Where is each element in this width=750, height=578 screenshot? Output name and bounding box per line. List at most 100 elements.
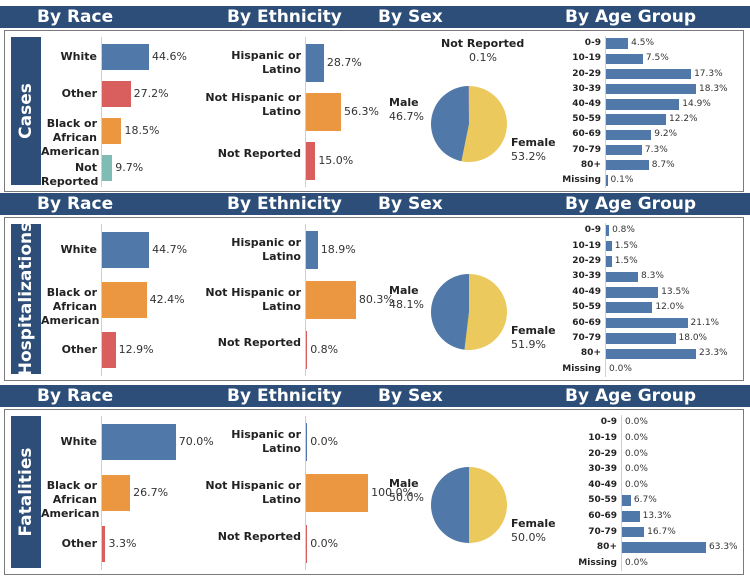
age-bar <box>606 271 639 283</box>
race-value-label: 9.7% <box>115 160 144 174</box>
race-axis <box>101 416 102 570</box>
ethnicity-label: Not Hispanic or Latino <box>205 286 301 313</box>
age-value-label: 0.0% <box>609 363 632 374</box>
race-bar <box>102 332 116 368</box>
age-value-label: 8.7% <box>651 159 675 170</box>
age-value-label: 0.0% <box>625 479 648 490</box>
sex-value-label: 48.1% <box>389 298 424 311</box>
race-label: White <box>60 49 97 63</box>
race-label: Not Reported <box>41 160 99 188</box>
age-bar <box>606 240 612 252</box>
header-race: By Race <box>37 194 114 214</box>
sex-pie-slice <box>469 467 507 543</box>
age-axis <box>605 223 606 377</box>
sex-label: Male <box>389 96 419 109</box>
ethnicity-bar <box>306 281 356 319</box>
ethnicity-label: Hispanic or Latino <box>231 428 301 456</box>
sex-value-label: 46.7% <box>389 110 424 123</box>
section-title-bar: Hospitalizations <box>11 222 41 376</box>
race-label: Other <box>61 343 97 356</box>
sex-label: Female <box>511 136 556 149</box>
race-label: Black or African American <box>41 479 100 520</box>
race-bar <box>102 80 131 107</box>
age-label: 30-39 <box>588 464 617 475</box>
age-label: 20-29 <box>572 256 601 266</box>
section-title: Cases <box>16 83 36 139</box>
ethnicity-value-label: 56.3% <box>344 105 379 118</box>
race-bar <box>102 525 106 562</box>
sex-pie-chart <box>431 274 508 350</box>
race-value-label: 42.4% <box>149 293 185 306</box>
header-ethnicity: By Ethnicity <box>227 194 342 214</box>
sex-value-label: 50.0% <box>389 491 424 504</box>
race-value-label: 70.0% <box>178 435 214 449</box>
section-title-bar: Cases <box>11 37 41 185</box>
age-value-label: 14.9% <box>682 98 711 109</box>
age-bar <box>606 175 608 186</box>
section-fatalities: By Race By Ethnicity By Sex By Age Group Fat… <box>0 385 750 578</box>
race-axis <box>101 37 102 187</box>
sex-label: Female <box>511 517 556 530</box>
section-header: By Race By Ethnicity By Sex By Age Group <box>0 385 750 407</box>
age-value-label: 0.0% <box>625 557 648 568</box>
age-bar <box>606 68 692 80</box>
ethnicity-value-label: 0.8% <box>310 343 339 356</box>
age-label: 60-69 <box>572 317 601 328</box>
age-label: 0-9 <box>600 417 617 428</box>
race-value-label: 44.6% <box>152 49 187 63</box>
age-label: 10-19 <box>572 240 601 251</box>
race-label: Black or African American <box>41 116 100 158</box>
ethnicity-bar <box>306 474 369 512</box>
race-bar <box>102 282 147 318</box>
race-value-label: 12.9% <box>118 343 154 356</box>
age-label: 0-9 <box>584 38 601 49</box>
race-value-label: 3.3% <box>108 536 137 550</box>
section-hospitalizations: By Race By Ethnicity By Sex By Age Group Hos… <box>0 193 750 385</box>
section-title: Fatalities <box>16 447 36 537</box>
age-value-label: 12.0% <box>655 302 684 313</box>
age-label: 60-69 <box>588 510 617 521</box>
ethnicity-axis <box>305 416 306 570</box>
age-label: 80+ <box>580 348 601 359</box>
age-label: 10-19 <box>572 53 601 64</box>
age-bar <box>606 225 610 236</box>
header-race: By Race <box>37 386 114 406</box>
age-value-label: 1.5% <box>614 256 638 266</box>
sex-value-label: 50.0% <box>511 531 546 544</box>
age-label: 70-79 <box>572 333 601 343</box>
age-label: 10-19 <box>588 432 617 443</box>
race-bar <box>102 475 131 511</box>
ethnicity-value-label: 0.0% <box>310 536 339 550</box>
ethnicity-bar <box>306 43 324 82</box>
age-label: 30-39 <box>572 83 601 94</box>
race-bar <box>102 232 150 268</box>
age-bar <box>622 511 640 522</box>
age-axis <box>621 415 622 571</box>
header-sex: By Sex <box>378 7 443 27</box>
age-value-label: 9.2% <box>654 129 678 140</box>
age-bar <box>606 53 643 64</box>
age-value-label: 4.5% <box>631 38 654 49</box>
age-label: Missing <box>562 363 601 374</box>
sex-value-label: 53.2% <box>511 150 546 163</box>
header-ethnicity: By Ethnicity <box>227 7 342 27</box>
race-bar <box>102 424 176 461</box>
age-label: 50-59 <box>572 302 601 313</box>
ethnicity-bar <box>306 423 308 462</box>
age-value-label: 1.5% <box>614 240 638 251</box>
ethnicity-bar <box>306 93 341 131</box>
age-label: 80+ <box>580 159 601 170</box>
race-bar <box>102 117 122 144</box>
sex-label: Male <box>389 477 419 490</box>
ethnicity-bar <box>306 231 318 269</box>
section-cases: By Race By Ethnicity By Sex By Age Group Cas… <box>0 6 750 193</box>
section-header: By Race By Ethnicity By Sex By Age Group <box>0 6 750 28</box>
age-bar <box>606 160 649 171</box>
age-axis <box>605 36 606 188</box>
race-bar <box>102 154 113 181</box>
age-bar <box>606 84 696 95</box>
ethnicity-bar <box>306 142 316 181</box>
ethnicity-value-label: 28.7% <box>326 55 362 69</box>
sex-pie-slice <box>431 274 469 350</box>
sex-pie-slice <box>431 467 469 543</box>
